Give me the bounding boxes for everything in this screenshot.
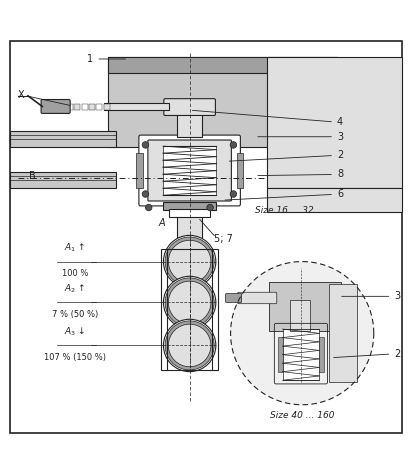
Circle shape (165, 278, 214, 327)
Bar (278, 337, 283, 372)
Bar (236, 153, 243, 188)
FancyBboxPatch shape (226, 293, 241, 302)
Circle shape (169, 240, 211, 283)
Bar (283, 329, 319, 380)
Circle shape (145, 204, 152, 211)
Bar (163, 146, 216, 195)
Circle shape (230, 191, 236, 197)
Circle shape (165, 321, 214, 370)
Bar (177, 204, 202, 304)
Text: B: B (29, 171, 35, 181)
Circle shape (164, 276, 216, 328)
Text: 3: 3 (258, 132, 343, 142)
Bar (104, 103, 169, 110)
Circle shape (169, 324, 211, 367)
FancyBboxPatch shape (139, 135, 240, 206)
Text: 100 %: 100 % (62, 269, 88, 278)
Circle shape (207, 204, 213, 211)
Bar (9, 131, 116, 147)
Bar (108, 57, 337, 73)
Text: $A_2$ ↑: $A_2$ ↑ (64, 283, 86, 295)
Circle shape (231, 262, 374, 405)
Bar (96, 104, 103, 110)
Bar (267, 188, 403, 212)
Circle shape (165, 237, 214, 286)
Bar (329, 284, 358, 382)
Circle shape (142, 142, 149, 148)
Text: Size 40 ... 160: Size 40 ... 160 (270, 410, 335, 419)
Bar (319, 337, 324, 372)
Text: 7 % (50 %): 7 % (50 %) (52, 310, 98, 319)
Bar (163, 202, 216, 210)
Text: 8: 8 (258, 169, 343, 179)
Text: Size 16 ... 32: Size 16 ... 32 (255, 206, 314, 215)
Text: 2: 2 (334, 349, 400, 359)
Text: A: A (159, 218, 166, 228)
Bar (136, 153, 143, 188)
Text: 2: 2 (229, 150, 343, 161)
Bar (290, 301, 310, 331)
Bar (269, 282, 341, 331)
Circle shape (230, 142, 236, 148)
FancyBboxPatch shape (41, 100, 70, 113)
Text: 1: 1 (87, 54, 126, 64)
Bar (67, 104, 73, 110)
Bar (89, 104, 95, 110)
Circle shape (169, 281, 211, 324)
Text: 5; 7: 5; 7 (214, 234, 233, 244)
Bar (161, 249, 218, 370)
Bar (108, 57, 337, 147)
Bar (104, 104, 110, 110)
Bar (267, 57, 403, 188)
Text: 4: 4 (192, 110, 343, 128)
Bar (177, 110, 202, 137)
Circle shape (164, 236, 216, 288)
Text: 107 % (150 %): 107 % (150 %) (44, 353, 106, 362)
Text: 6: 6 (225, 189, 343, 200)
Circle shape (164, 319, 216, 372)
Text: 3: 3 (342, 292, 400, 301)
FancyBboxPatch shape (237, 292, 277, 304)
Bar (74, 104, 80, 110)
Text: $A_1$ ↑: $A_1$ ↑ (64, 242, 86, 254)
Bar (82, 104, 88, 110)
Circle shape (142, 191, 149, 197)
FancyBboxPatch shape (164, 99, 215, 116)
Bar (9, 172, 116, 188)
Bar (169, 209, 210, 217)
Text: $A_3$ ↓: $A_3$ ↓ (64, 326, 86, 338)
FancyBboxPatch shape (148, 140, 232, 201)
Text: X: X (17, 90, 70, 105)
